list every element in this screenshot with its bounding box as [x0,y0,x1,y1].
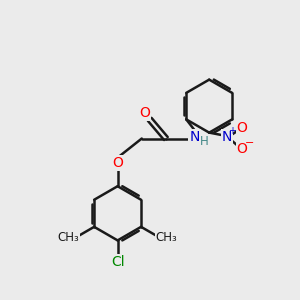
Text: CH₃: CH₃ [57,231,79,244]
Text: O: O [112,156,123,170]
Text: CH₃: CH₃ [156,231,177,244]
Text: −: − [245,138,254,148]
Text: N: N [222,130,232,144]
Text: N: N [189,130,200,144]
Text: O: O [237,142,248,156]
Text: O: O [139,106,150,120]
Text: H: H [200,135,208,148]
Text: Cl: Cl [111,255,124,269]
Text: O: O [237,121,248,135]
Text: +: + [228,126,236,136]
